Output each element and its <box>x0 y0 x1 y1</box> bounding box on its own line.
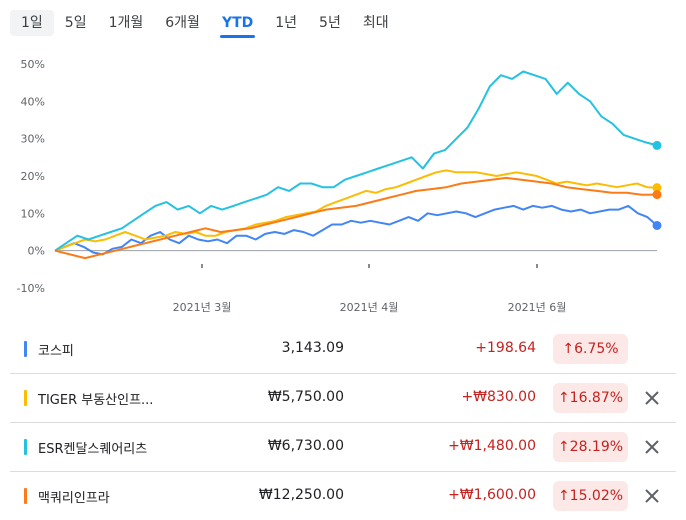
security-change: +₩1,600.00 <box>448 487 536 503</box>
security-price: ₩6,730.00 <box>267 438 344 454</box>
security-name: 코스피 <box>38 344 74 359</box>
tab-1d[interactable]: 1일 <box>10 10 54 36</box>
series-end-point <box>652 140 662 150</box>
list-item[interactable]: 맥쿼리인프라 ₩12,250.00 +₩1,600.00 ↑15.02% <box>10 472 676 520</box>
tab-max[interactable]: 최대 <box>362 15 389 31</box>
comparison-chart[interactable]: 50% 40% 30% 20% 10% 0% -10% 2021년 3월 2021년 4월 202… <box>0 50 686 315</box>
percent-change-badge: ↑6.75% <box>553 334 628 364</box>
security-price: 3,143.09 <box>281 340 344 356</box>
y-tick-label: 40% <box>21 95 45 108</box>
list-item[interactable]: 코스피 3,143.09 +198.64 ↑6.75% <box>10 325 676 374</box>
comparison-list: 코스피 3,143.09 +198.64 ↑6.75% TIGER 부동산인프.… <box>10 325 676 520</box>
series-end-point <box>652 183 662 193</box>
percent-change-badge: ↑28.19% <box>553 432 628 462</box>
x-tick-label: 2021년 4월 <box>340 301 399 314</box>
security-change: +₩1,480.00 <box>448 438 536 454</box>
series-end-point <box>652 220 662 230</box>
list-item[interactable]: ESR켄달스퀘어리츠 ₩6,730.00 +₩1,480.00 ↑28.19% <box>10 423 676 472</box>
tab-1m[interactable]: 1개월 <box>108 15 144 31</box>
security-price: ₩12,250.00 <box>258 487 344 503</box>
series-color-swatch <box>24 390 27 406</box>
series-line <box>54 204 658 256</box>
security-name: ESR켄달스퀘어리츠 <box>38 442 148 457</box>
y-tick-label: 50% <box>21 58 45 71</box>
series-end-point <box>652 190 662 200</box>
x-tick-label: 2021년 3월 <box>173 301 232 314</box>
tab-ytd[interactable]: YTD <box>211 10 264 38</box>
x-tick-label: 2021년 6월 <box>508 301 567 314</box>
series-line <box>54 176 658 260</box>
y-tick-label: 20% <box>21 170 45 183</box>
security-change: +198.64 <box>475 340 536 356</box>
tab-6m[interactable]: 6개월 <box>165 15 200 31</box>
security-name: TIGER 부동산인프... <box>38 393 154 408</box>
percent-change-badge: ↑15.02% <box>553 481 628 511</box>
tab-5d[interactable]: 5일 <box>64 15 87 31</box>
series-line <box>54 169 658 252</box>
close-icon[interactable] <box>640 484 664 508</box>
close-icon[interactable] <box>640 435 664 459</box>
y-tick-label: 30% <box>21 133 45 146</box>
list-item[interactable]: TIGER 부동산인프... ₩5,750.00 +₩830.00 ↑16.87… <box>10 374 676 423</box>
y-tick-label: -10% <box>17 282 45 295</box>
security-name: 맥쿼리인프라 <box>38 491 110 506</box>
range-tabs: 1일 5일 1개월 6개월 YTD 1년 5년 최대 <box>10 10 400 38</box>
series-color-swatch <box>24 341 27 357</box>
y-tick-label: 10% <box>21 207 45 220</box>
series-color-swatch <box>24 488 27 504</box>
series-color-swatch <box>24 439 27 455</box>
percent-change-badge: ↑16.87% <box>553 383 628 413</box>
tab-5y[interactable]: 5년 <box>319 15 341 31</box>
security-change: +₩830.00 <box>461 389 536 405</box>
y-tick-label: 0% <box>28 245 45 258</box>
tab-1y[interactable]: 1년 <box>275 15 298 31</box>
security-price: ₩5,750.00 <box>267 389 344 405</box>
series-line <box>54 70 658 252</box>
close-icon[interactable] <box>640 386 664 410</box>
